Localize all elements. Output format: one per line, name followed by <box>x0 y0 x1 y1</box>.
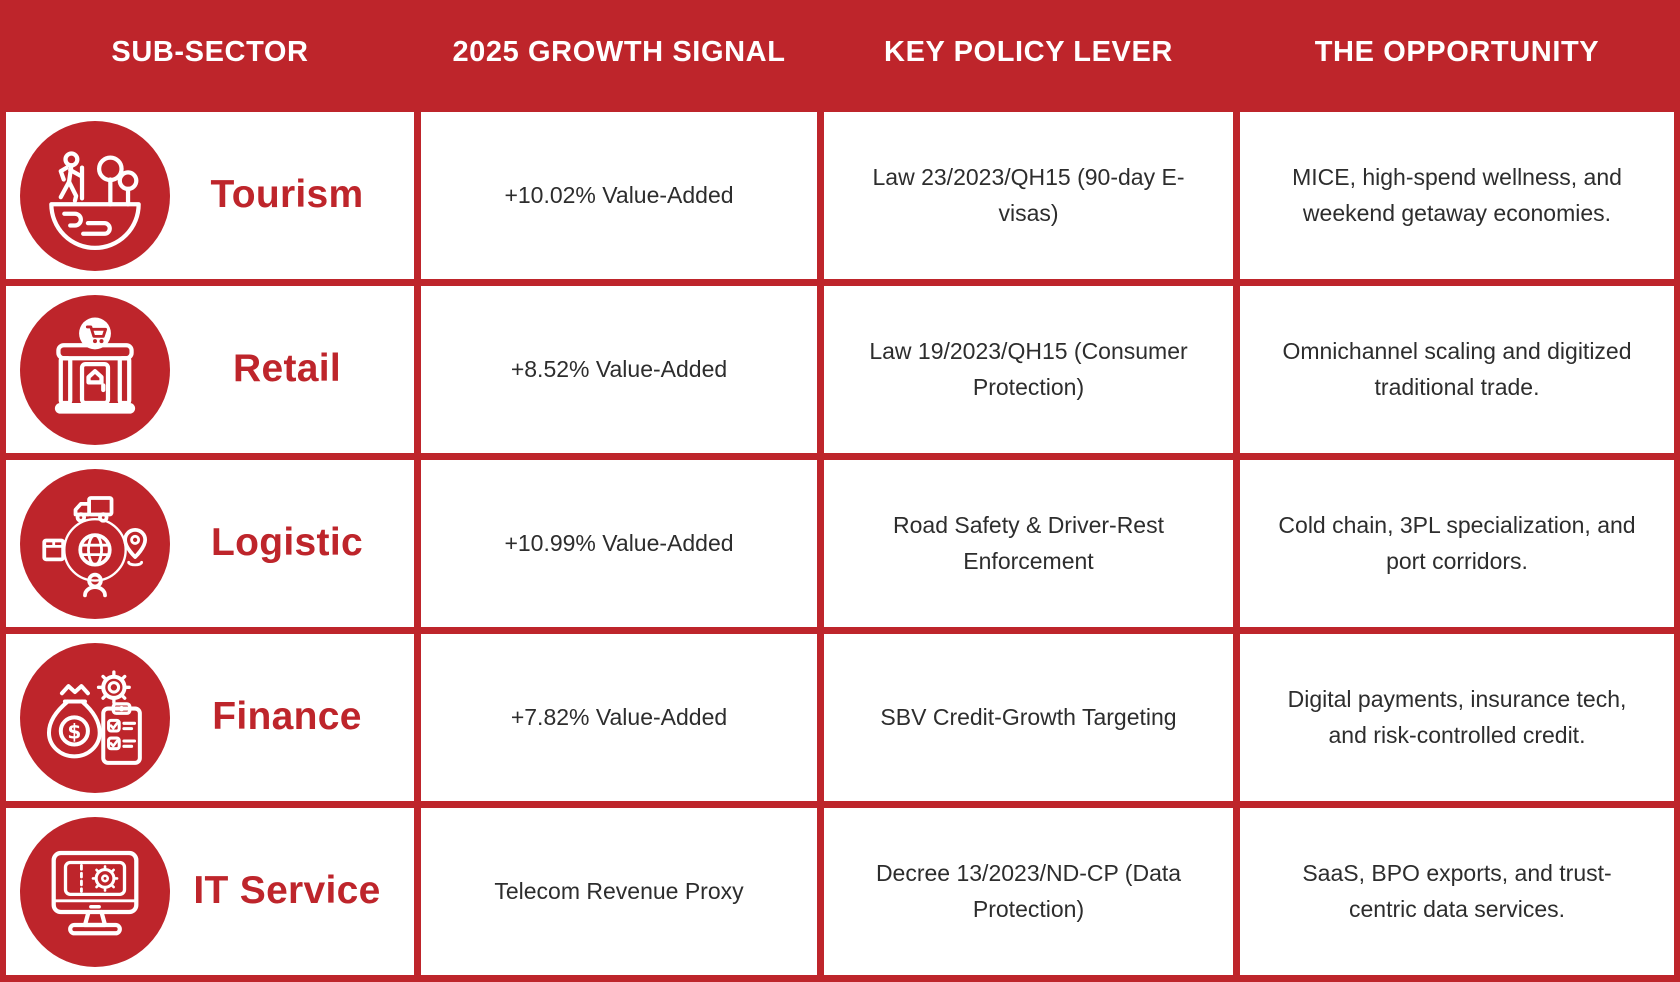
column-header-opportunity: THE OPPORTUNITY <box>1240 0 1674 105</box>
sector-cell: Logistic <box>6 460 414 627</box>
tourism-hiker-globe-icon <box>49 150 141 250</box>
sector-cell: Retail <box>6 286 414 453</box>
policy-lever-cell: SBV Credit-Growth Targeting <box>824 634 1233 801</box>
opportunity-cell: Digital payments, insurance tech, and ri… <box>1240 634 1674 801</box>
icon-badge <box>20 120 170 271</box>
policy-lever-cell: Law 23/2023/QH15 (90-day E-visas) <box>824 112 1233 279</box>
opportunity-cell: MICE, high-spend wellness, and weekend g… <box>1240 112 1674 279</box>
logistics-network-truck-icon <box>42 495 148 597</box>
sector-name: Logistic <box>211 521 363 565</box>
column-header-growth-signal: 2025 GROWTH SIGNAL <box>421 0 817 105</box>
svg-text:$: $ <box>67 719 81 743</box>
growth-signal-cell: +8.52% Value-Added <box>421 286 817 453</box>
sector-cell: IT Service <box>6 808 414 975</box>
sector-name: Finance <box>212 695 362 739</box>
icon-badge <box>20 816 170 967</box>
growth-signal-cell: +10.99% Value-Added <box>421 460 817 627</box>
it-service-monitor-gear-ticket-icon <box>51 850 139 935</box>
icon-badge <box>20 468 170 619</box>
opportunity-cell: SaaS, BPO exports, and trust-centric dat… <box>1240 808 1674 975</box>
opportunity-cell: Cold chain, 3PL specialization, and port… <box>1240 460 1674 627</box>
sector-cell: $ Finance <box>6 634 414 801</box>
growth-signal-cell: +10.02% Value-Added <box>421 112 817 279</box>
sector-name: Retail <box>232 347 341 391</box>
column-header-policy-lever: KEY POLICY LEVER <box>824 0 1233 105</box>
icon-badge <box>20 294 170 445</box>
sector-cell: Tourism <box>6 112 414 279</box>
sector-name: IT Service <box>193 869 381 913</box>
growth-signal-cell: +7.82% Value-Added <box>421 634 817 801</box>
retail-storefront-cart-icon <box>54 316 136 414</box>
finance-moneybag-gear-checklist-icon: $ <box>46 669 142 765</box>
growth-signal-cell: Telecom Revenue Proxy <box>421 808 817 975</box>
policy-lever-cell: Road Safety & Driver-Rest Enforcement <box>824 460 1233 627</box>
policy-lever-cell: Decree 13/2023/ND-CP (Data Protection) <box>824 808 1233 975</box>
opportunity-cell: Omnichannel scaling and digitized tradit… <box>1240 286 1674 453</box>
sector-name: Tourism <box>210 173 364 217</box>
policy-lever-cell: Law 19/2023/QH15 (Consumer Protection) <box>824 286 1233 453</box>
column-header-sub-sector: SUB-SECTOR <box>6 0 414 105</box>
icon-badge: $ <box>20 642 170 793</box>
